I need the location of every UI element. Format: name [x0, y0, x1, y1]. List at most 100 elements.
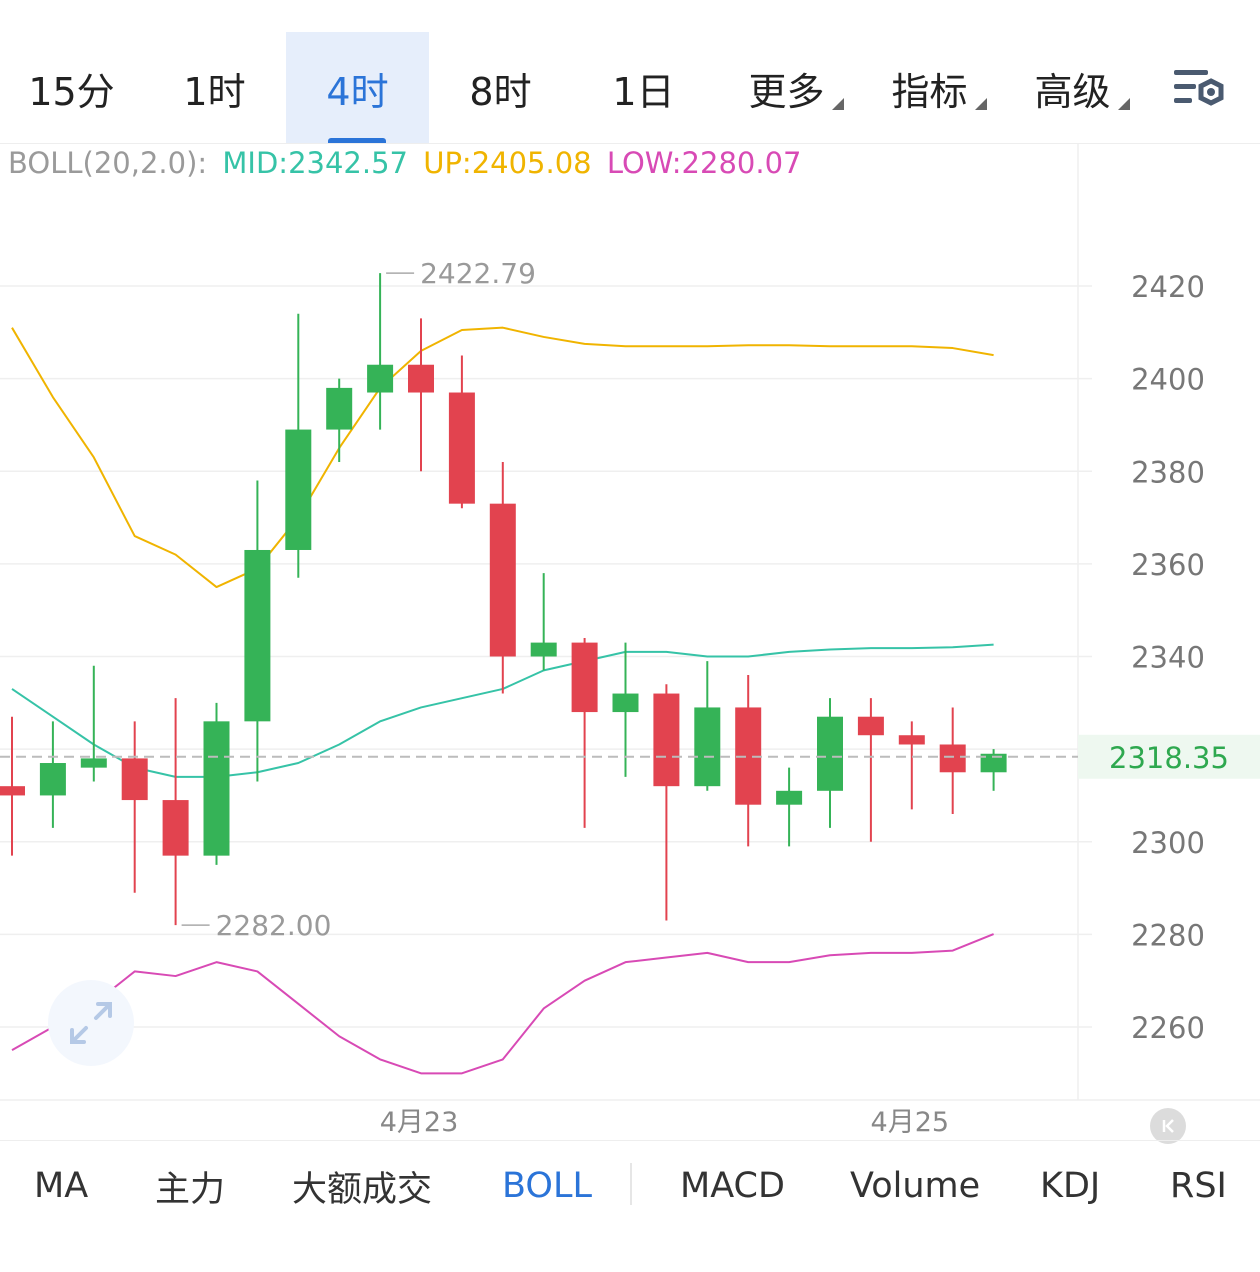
candle-down [162, 698, 189, 926]
candle-up [285, 313, 312, 578]
y-tick-label: 2340 [1131, 641, 1205, 675]
x-tick-label: 4月25 [871, 1107, 950, 1138]
candle-up [694, 661, 721, 791]
tab-label: 15分 [28, 69, 115, 114]
boll-legend: BOLL(20,2.0): MID:2342.57 UP:2405.08 LOW… [8, 146, 807, 180]
tab-more-dropdown[interactable]: 更多 [715, 32, 858, 144]
candle-body [326, 387, 353, 430]
tab-1h[interactable]: 1时 [143, 32, 286, 144]
candle-up [244, 480, 271, 782]
indicator-tab-ma[interactable]: MA [34, 1141, 88, 1231]
candle-up [203, 702, 230, 865]
boll-up-value: UP:2405.08 [423, 146, 592, 180]
indicator-tab-label: BOLL [502, 1166, 592, 1206]
candle-body [39, 763, 66, 796]
dropdown-caret-icon [1118, 98, 1130, 110]
candle-down [653, 684, 680, 921]
x-tick-label: 4月23 [380, 1107, 459, 1138]
y-tick-label: 2280 [1131, 918, 1205, 952]
chart-grid [0, 144, 1260, 1101]
candle-up [39, 721, 66, 828]
tab-1d[interactable]: 1日 [572, 32, 715, 144]
indicator-tab-label: MACD [680, 1166, 785, 1206]
indicator-tab-label: 大额成交 [292, 1169, 433, 1210]
candle-body [898, 735, 925, 745]
tab-8h[interactable]: 8时 [429, 32, 572, 144]
active-tab-indicator [328, 138, 386, 144]
candle-up [776, 767, 803, 847]
boll-upper-line [11, 326, 994, 589]
indicator-tab-bar: MA 主力 大额成交 BOLL MACD Volume KDJ RSI [0, 1140, 1260, 1231]
tab-advanced-dropdown[interactable]: 高级 [1001, 32, 1144, 144]
candle-down [898, 721, 925, 810]
candles [0, 273, 1007, 926]
expand-arrows-icon[interactable] [48, 980, 134, 1066]
candle-body [408, 364, 434, 393]
tab-label: 高级 [1034, 69, 1111, 114]
indicator-tab-kdj[interactable]: KDJ [1040, 1141, 1100, 1231]
tab-indicators-dropdown[interactable]: 指标 [858, 32, 1001, 144]
tab-label: 1日 [612, 69, 675, 114]
candle-body [939, 744, 966, 773]
candle-body [162, 800, 189, 856]
indicator-tab-label: 主力 [155, 1169, 226, 1210]
indicator-tab-rsi[interactable]: RSI [1170, 1141, 1227, 1231]
candle-down [571, 637, 598, 828]
collapse-left-icon[interactable] [1150, 1108, 1186, 1144]
y-tick-label: 2400 [1131, 363, 1205, 397]
candle-down [489, 461, 516, 694]
candle-body [285, 429, 312, 550]
tab-label: 8时 [469, 69, 532, 114]
candle-body [367, 364, 394, 393]
candle-up [530, 573, 557, 671]
y-tick-label: 2380 [1131, 455, 1205, 489]
y-tick-label: 2360 [1131, 548, 1205, 582]
indicator-tab-label: MA [34, 1166, 89, 1206]
header-divider [0, 143, 1260, 144]
candle-down [0, 716, 25, 856]
y-axis: 2420 2400 2380 2360 2340 2300 2280 2260 [1131, 270, 1205, 1045]
candle-down [408, 318, 434, 472]
tab-15min[interactable]: 15分 [0, 32, 143, 144]
dropdown-caret-icon [975, 98, 987, 110]
chart-settings-icon[interactable] [1170, 64, 1232, 114]
candle-body [0, 786, 25, 796]
tab-label: 1时 [183, 69, 246, 114]
candle-up [612, 642, 639, 777]
boll-lower-line [11, 933, 994, 1075]
x-axis: 4月23 4月25 [380, 1107, 949, 1138]
price-markers: 2318.35 2422.79 2282.00 [0, 257, 1260, 942]
indicator-tab-macd[interactable]: MACD [680, 1141, 785, 1231]
indicator-tab-label: Volume [850, 1166, 981, 1206]
candle-body [203, 721, 230, 856]
high-price-marker-label: 2422.79 [420, 257, 536, 290]
candle-up [367, 273, 394, 430]
dropdown-caret-icon [832, 98, 844, 110]
indicator-tab-volume[interactable]: Volume [850, 1141, 980, 1231]
candle-body [80, 758, 107, 768]
indicator-tab-label: KDJ [1040, 1166, 1101, 1206]
candle-down [121, 721, 148, 893]
candle-body [612, 693, 639, 713]
indicator-tab-large-trades[interactable]: 大额成交 [292, 1141, 432, 1231]
low-price-marker-label: 2282.00 [216, 909, 332, 942]
candle-body [980, 753, 1007, 773]
tab-4h[interactable]: 4时 [286, 32, 429, 144]
candle-down [448, 355, 475, 509]
indicator-tab-label: RSI [1170, 1166, 1227, 1206]
candle-up [817, 698, 843, 828]
bollinger-bands [11, 326, 994, 1075]
candle-body [694, 707, 721, 787]
indicator-tab-boll[interactable]: BOLL [502, 1141, 592, 1231]
candle-body [571, 642, 598, 713]
candle-body [817, 716, 843, 791]
candle-body [489, 503, 516, 657]
candle-body [857, 716, 884, 736]
candle-body [653, 693, 680, 787]
y-tick-label: 2260 [1131, 1011, 1205, 1045]
current-price-badge [1078, 734, 1260, 779]
candle-down [857, 698, 884, 842]
indicator-tab-main-force[interactable]: 主力 [155, 1141, 225, 1231]
candle-body [448, 392, 475, 504]
